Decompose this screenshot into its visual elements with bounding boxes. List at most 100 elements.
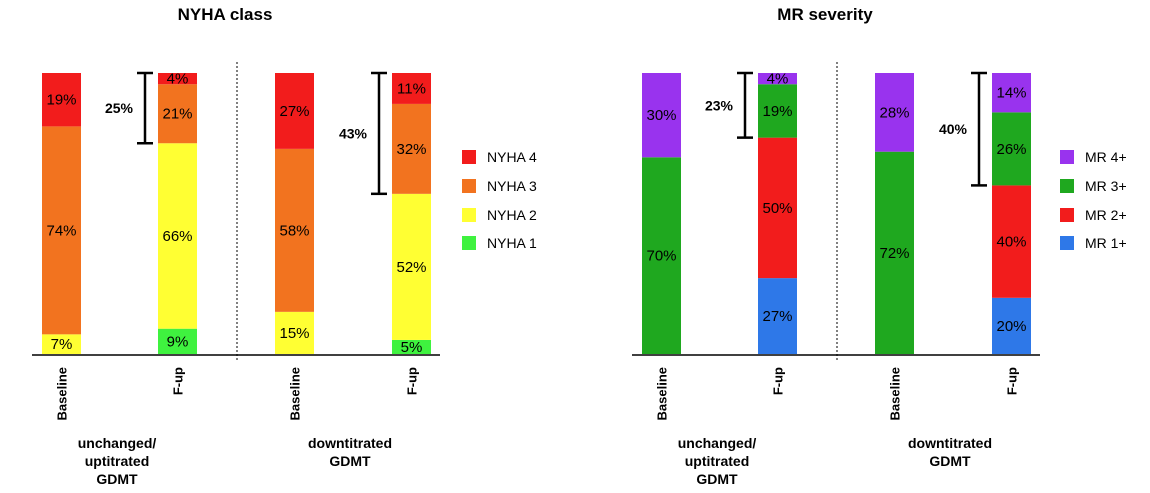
bar-segment <box>158 328 197 354</box>
data-label: 4% <box>767 71 789 88</box>
x-tick-label: F-up <box>1005 367 1020 395</box>
bar-segment <box>275 311 314 354</box>
data-label: 66% <box>162 228 192 245</box>
bar-segment <box>42 334 81 354</box>
x-tick-label: Baseline <box>655 367 670 420</box>
legend-label: MR 4+ <box>1085 149 1127 165</box>
legend-swatch <box>462 150 476 164</box>
bracket-label: 43% <box>339 125 368 141</box>
legend-swatch <box>462 236 476 250</box>
x-tick-label: Baseline <box>888 367 903 420</box>
data-label: 27% <box>279 103 309 120</box>
data-label: 50% <box>762 200 792 217</box>
bar-segment <box>758 73 797 85</box>
data-label: 4% <box>167 71 189 88</box>
bar-segment <box>992 185 1031 298</box>
bracket-label: 40% <box>939 121 968 137</box>
data-label: 40% <box>996 234 1026 251</box>
bar-segment <box>758 137 797 279</box>
bar-segment <box>758 84 797 138</box>
legend-swatch <box>1060 179 1074 193</box>
chart-title: NYHA class <box>178 5 273 24</box>
data-label: 14% <box>996 85 1026 102</box>
bar-segment <box>158 143 197 329</box>
data-label: 11% <box>397 80 426 97</box>
bar-segment <box>875 73 914 152</box>
bar-segment <box>275 73 314 149</box>
bar-segment <box>158 73 197 85</box>
bar-segment <box>42 73 81 127</box>
data-label: 30% <box>646 107 676 124</box>
legend: MR 4+ MR 3+ MR 2+ MR 1+ <box>1060 149 1127 251</box>
bracket-label: 23% <box>705 97 734 113</box>
bar-segment <box>642 157 681 354</box>
x-tick-label: F-up <box>405 367 420 395</box>
data-label: 58% <box>279 222 309 239</box>
data-label: 52% <box>396 259 426 276</box>
chart-panel-2: MR severity 70% 30% Baseline 27% 50% 19% 4% F-up… <box>632 5 1127 487</box>
group-label: uptitrated <box>685 453 750 469</box>
data-label: 28% <box>879 104 909 121</box>
legend-label: NYHA 4 <box>487 149 537 165</box>
bar-segment <box>275 148 314 312</box>
legend-swatch <box>462 179 476 193</box>
data-label: 15% <box>279 325 309 342</box>
data-label: 70% <box>646 248 676 265</box>
chart-panel-1: NYHA class 7% 74% 19% Baseline 9% 66% 21% 4% F-up… <box>32 5 537 487</box>
legend-label: NYHA 2 <box>487 207 537 223</box>
bar-segment <box>392 73 431 104</box>
x-tick-label: F-up <box>771 367 786 395</box>
group-label: downtitrated <box>908 435 992 451</box>
data-label: 72% <box>879 245 909 262</box>
data-label: 19% <box>762 103 792 120</box>
legend-label: NYHA 3 <box>487 178 537 194</box>
data-label: 27% <box>762 308 792 325</box>
data-label: 26% <box>996 141 1026 158</box>
legend-swatch <box>1060 150 1074 164</box>
legend-label: MR 1+ <box>1085 235 1127 251</box>
legend-swatch <box>1060 236 1074 250</box>
group-label: GDMT <box>696 471 738 487</box>
bracket-annotation: 43% <box>339 71 387 196</box>
bracket-annotation: 23% <box>705 71 753 139</box>
data-label: 5% <box>401 339 423 356</box>
group-label: GDMT <box>929 453 971 469</box>
chart-title: MR severity <box>777 5 873 24</box>
data-label: 21% <box>162 106 192 123</box>
bracket-annotation: 25% <box>105 71 153 145</box>
data-label: 32% <box>396 141 426 158</box>
bar-segment <box>392 193 431 340</box>
bar-segment <box>992 73 1031 113</box>
legend-label: MR 2+ <box>1085 207 1127 223</box>
bar-segment <box>642 73 681 158</box>
bracket-label: 25% <box>105 100 134 116</box>
bar-segment <box>992 297 1031 354</box>
legend: NYHA 4 NYHA 3 NYHA 2 NYHA 1 <box>462 149 537 251</box>
group-label: GDMT <box>329 453 371 469</box>
data-label: 74% <box>46 222 76 239</box>
bar-segment <box>875 151 914 354</box>
bracket-annotation: 40% <box>939 71 987 187</box>
legend-label: MR 3+ <box>1085 178 1127 194</box>
bar-segment <box>42 126 81 335</box>
x-tick-label: Baseline <box>55 367 70 420</box>
legend-swatch <box>462 208 476 222</box>
bar-segment <box>992 112 1031 186</box>
group-label: unchanged/ <box>78 435 157 451</box>
group-label: GDMT <box>96 471 138 487</box>
bar-segment <box>392 103 431 194</box>
bar-segment <box>158 84 197 144</box>
group-label: uptitrated <box>85 453 150 469</box>
data-label: 19% <box>46 92 76 109</box>
group-label: downtitrated <box>308 435 392 451</box>
bar-segment <box>758 278 797 354</box>
group-label: unchanged/ <box>678 435 757 451</box>
data-label: 20% <box>996 318 1026 335</box>
data-label: 9% <box>167 333 189 350</box>
data-label: 7% <box>51 336 73 353</box>
legend-swatch <box>1060 208 1074 222</box>
x-tick-label: F-up <box>171 367 186 395</box>
legend-label: NYHA 1 <box>487 235 537 251</box>
x-tick-label: Baseline <box>288 367 303 420</box>
